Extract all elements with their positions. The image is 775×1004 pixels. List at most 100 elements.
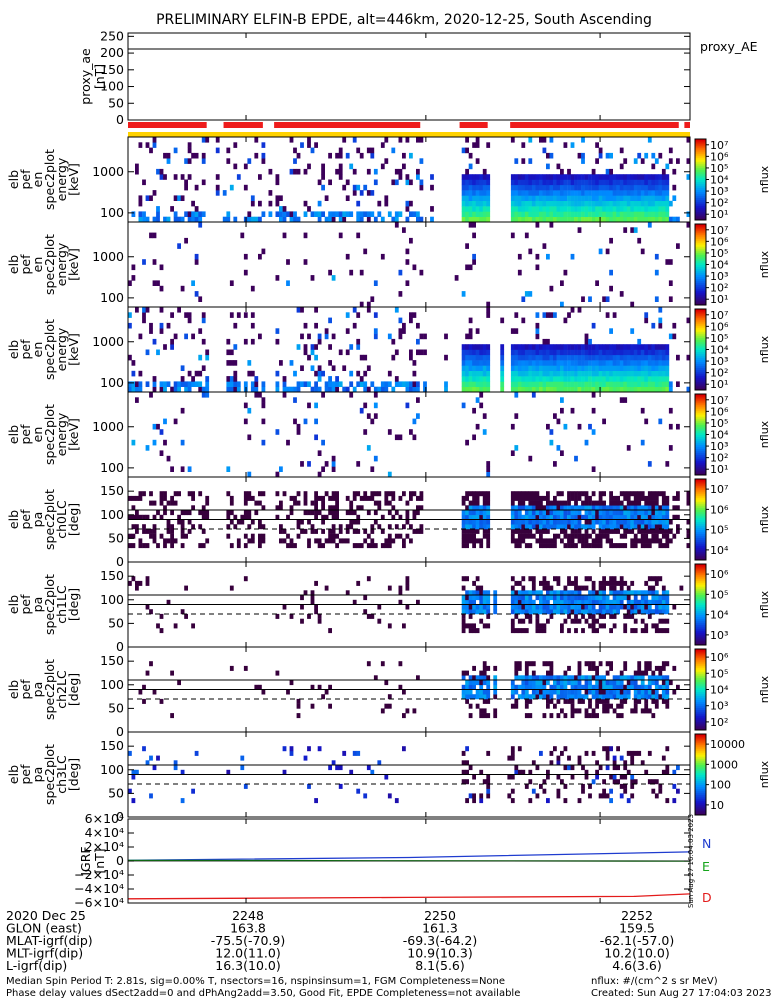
heatmap-cell [546,774,550,780]
heatmap-cell [187,216,192,223]
heatmap-cell [163,418,167,425]
ytick-label: 100 [100,507,124,522]
heatmap-cell [616,360,620,366]
heatmap-cell [275,505,280,511]
ylabel-line: energy [54,412,69,456]
heatmap-cell [229,386,234,393]
colorbar-tick-label: 10² [710,282,728,295]
heatmap-cell [475,423,480,430]
heatmap-cell [335,505,339,511]
ytick-label: 1000 [92,334,124,349]
heatmap-cell [373,413,378,419]
heatmap-cell [560,675,564,681]
heatmap-cell [482,200,487,207]
heatmap-cell [630,376,635,382]
heatmap-cell [644,510,649,516]
heatmap-cell [531,670,536,676]
heatmap-cell [651,381,656,387]
heatmap-cell [581,200,585,207]
heatmap-cell [226,466,231,472]
heatmap-cell [654,360,659,366]
heatmap-cell [198,370,203,377]
heatmap-cell [644,174,649,180]
heatmap-cell [686,386,691,393]
heatmap-cell [243,269,248,276]
heatmap-cell [574,455,578,462]
heatmap-cell [640,590,645,596]
heatmap-cell [187,491,192,497]
heatmap-cell [588,613,592,619]
igrf-legend-N: N [702,836,711,851]
ytick-label: 1000 [92,249,124,264]
heatmap-cell [191,491,195,497]
heatmap-cell [598,698,603,704]
heatmap-cell [331,491,336,497]
heatmap-cell [524,174,529,180]
heatmap-cell [549,349,554,356]
heatmap-cell [391,495,396,501]
heatmap-cell [282,216,287,223]
heatmap-cell [482,349,487,356]
heatmap-cell [567,354,571,361]
heatmap-cell [602,179,606,186]
heatmap-cell [402,623,406,629]
heatmap-cell [577,227,582,233]
colorbar-step [695,772,706,775]
heatmap-cell [619,595,624,601]
heatmap-cell [602,344,606,350]
heatmap-cell [570,675,575,681]
heatmap-cell [581,599,585,605]
heatmap-cell [475,137,480,143]
heatmap-cell [637,360,642,366]
heatmap-cell [279,211,283,217]
heatmap-cell [644,661,649,667]
heatmap-cell [661,216,666,223]
heatmap-cell [486,533,491,539]
heatmap-cell [605,661,610,667]
heatmap-cell [602,623,606,629]
heatmap-cell [661,500,666,506]
heatmap-cell [296,524,301,530]
colorbar-step [695,430,706,433]
heatmap-cell [486,301,491,308]
heatmap-cell [398,317,403,324]
heatmap-cell [317,365,322,371]
heatmap-cell [328,495,332,501]
heatmap-cell [286,211,290,217]
heatmap-cell [623,397,628,403]
heatmap-cell [570,307,575,313]
heatmap-cell [356,200,361,207]
colorbar-step [695,726,706,729]
heatmap-cell [574,595,578,601]
heatmap-cell [542,216,547,223]
heatmap-cell [373,491,378,497]
heatmap-cell [654,538,659,544]
colorbar-tick-label: 10¹ [710,463,728,476]
heatmap-cell [159,264,164,271]
heatmap-cell [405,200,410,207]
heatmap-cell [616,200,620,207]
heatmap-cell [626,216,631,223]
heatmap-cell [602,360,606,366]
heatmap-cell [472,381,476,387]
heatmap-cell [665,200,670,207]
heatmap-cell [626,195,631,201]
heatmap-cell [310,211,315,217]
heatmap-cell [598,675,603,681]
heatmap-cell [356,184,361,191]
heatmap-cell [314,604,318,610]
heatmap-cell [472,510,476,516]
heatmap-cell [482,708,487,714]
heatmap-cell [549,505,554,511]
heatmap-cell [521,174,526,180]
heatmap-cell [546,163,550,170]
heatmap-cell [159,514,164,520]
heatmap-cell [500,349,505,356]
ytick-label: 50 [108,530,124,545]
heatmap-cell [293,370,297,377]
heatmap-cell [651,344,656,350]
heatmap-cell [535,491,540,497]
heatmap-cell [387,211,392,217]
heatmap-cell [539,538,543,544]
heatmap-cell [672,689,677,695]
